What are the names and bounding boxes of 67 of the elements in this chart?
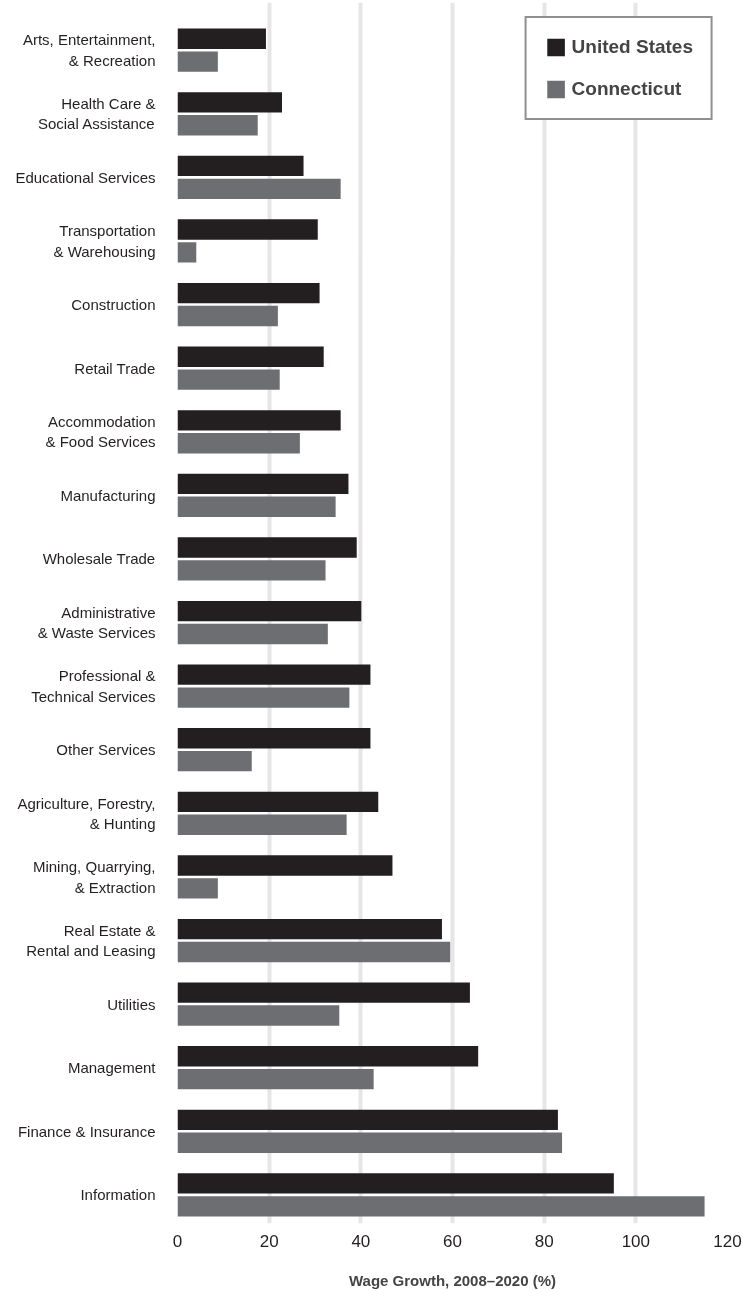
- bar: [177, 918, 442, 940]
- bar: [177, 1109, 558, 1131]
- y-tick-label: Health Care & Social Assistance: [37, 95, 156, 133]
- bar: [177, 115, 258, 136]
- x-tick-label: 100: [621, 1231, 651, 1251]
- y-tick-label: Finance & Insurance: [17, 1122, 156, 1140]
- bar: [177, 369, 280, 390]
- y-tick-label: Other Services: [56, 741, 156, 759]
- x-axis-title: Wage Growth, 2008–2020 (%): [348, 1271, 557, 1289]
- y-tick-label: Educational Services: [15, 168, 156, 186]
- x-tick-label: 20: [259, 1231, 279, 1251]
- y-tick-label: Manufacturing: [60, 486, 156, 504]
- y-tick-label: Transportation & Warehousing: [53, 222, 156, 260]
- y-tick-label: Construction: [71, 296, 156, 314]
- x-tick-label: 60: [443, 1231, 462, 1251]
- y-tick-label: Utilities: [107, 995, 156, 1013]
- y-tick-label: Arts, Entertainment, & Recreation: [22, 31, 156, 69]
- bar: [177, 1173, 614, 1194]
- y-tick-label: Administrative & Waste Services: [37, 603, 156, 642]
- bar: [177, 855, 393, 876]
- bar: [177, 751, 252, 772]
- bar: [177, 941, 451, 963]
- x-tick-label: 120: [713, 1231, 742, 1251]
- bar: [177, 878, 218, 899]
- y-tick-label: Mining, Quarrying, & Extraction: [32, 858, 156, 896]
- bar: [177, 600, 362, 622]
- y-tick-label: Wholesale Trade: [42, 550, 156, 568]
- y-tick-label: Agriculture, Forestry, & Hunting: [17, 794, 156, 833]
- x-tick-label: 0: [172, 1231, 183, 1251]
- y-tick-label: Information: [80, 1186, 156, 1204]
- bar: [177, 687, 350, 708]
- y-tick-label: Professional & Technical Services: [31, 667, 156, 705]
- bar: [177, 155, 304, 177]
- bar: [177, 433, 300, 454]
- bar: [177, 791, 379, 813]
- bar: [177, 346, 324, 367]
- bar: [177, 1132, 563, 1153]
- bar: [177, 219, 318, 240]
- bar: [177, 496, 336, 517]
- x-tick-label: 80: [534, 1231, 554, 1251]
- bar: [177, 1046, 479, 1067]
- bar: [177, 282, 320, 304]
- bar: [177, 623, 328, 645]
- bar: [177, 1068, 374, 1090]
- y-tick-label: Real Estate & Rental and Leasing: [26, 921, 156, 960]
- y-tick-label: Retail Trade: [74, 359, 156, 377]
- bar: [177, 28, 266, 49]
- bar: [177, 92, 282, 113]
- legend-label: Connecticut: [571, 78, 682, 100]
- y-tick-label: Accommodation & Food Services: [45, 413, 156, 451]
- legend-label: United States: [571, 36, 693, 58]
- bar: [177, 1005, 340, 1026]
- y-tick-label: Management: [67, 1059, 157, 1077]
- bar: [177, 814, 347, 835]
- bar: [177, 1196, 705, 1217]
- bar: [177, 410, 341, 431]
- bar: [177, 178, 341, 199]
- bar: [177, 305, 278, 327]
- bar: [177, 560, 326, 581]
- bar: [177, 242, 197, 263]
- bar: [177, 982, 470, 1003]
- bar: [177, 473, 349, 495]
- x-tick-label: 40: [351, 1231, 371, 1251]
- bar: [177, 537, 357, 558]
- bar: [177, 728, 371, 749]
- bar: [177, 51, 218, 72]
- bar: [177, 664, 371, 685]
